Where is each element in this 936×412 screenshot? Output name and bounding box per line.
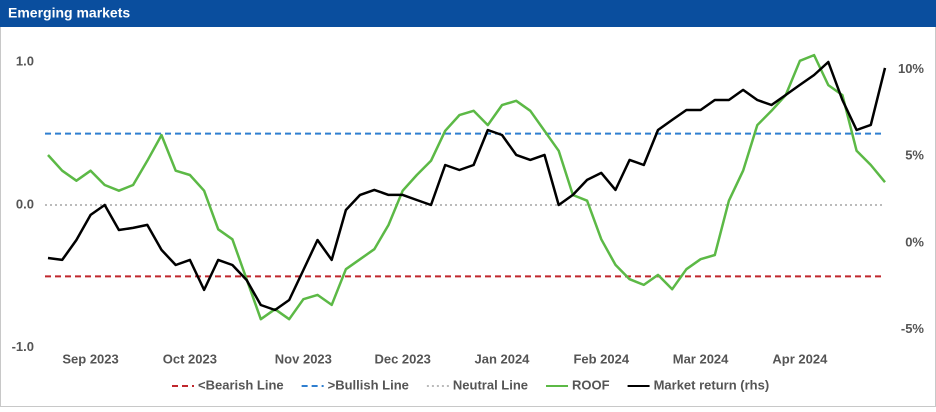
x-tick-label: Mar 2024 bbox=[673, 351, 729, 366]
y2-tick-label: 0% bbox=[905, 234, 924, 249]
y2-tick-label: 10% bbox=[898, 61, 924, 76]
x-tick-label: Nov 2023 bbox=[275, 351, 332, 366]
x-tick-label: Apr 2024 bbox=[772, 351, 828, 366]
title-bar bbox=[0, 0, 936, 27]
y2-tick-label: 5% bbox=[905, 148, 924, 163]
x-tick-label: Oct 2023 bbox=[163, 351, 217, 366]
legend-label: <Bearish Line bbox=[198, 377, 284, 392]
x-tick-label: Dec 2023 bbox=[374, 351, 430, 366]
x-tick-label: Jan 2024 bbox=[474, 351, 530, 366]
legend-label: Market return (rhs) bbox=[654, 377, 770, 392]
y-tick-label: 1.0 bbox=[16, 54, 34, 69]
x-tick-label: Feb 2024 bbox=[573, 351, 629, 366]
series-line bbox=[47, 60, 887, 312]
series-line bbox=[47, 53, 886, 321]
legend-label: >Bullish Line bbox=[328, 377, 409, 392]
y-tick-label: -1.0 bbox=[12, 339, 34, 354]
legend-label: Neutral Line bbox=[453, 377, 528, 392]
y2-tick-label: -5% bbox=[901, 321, 925, 336]
legend-label: ROOF bbox=[572, 377, 610, 392]
y-tick-label: 0.0 bbox=[16, 196, 34, 211]
chart-title: Emerging markets bbox=[8, 5, 130, 21]
x-tick-label: Sep 2023 bbox=[62, 351, 118, 366]
